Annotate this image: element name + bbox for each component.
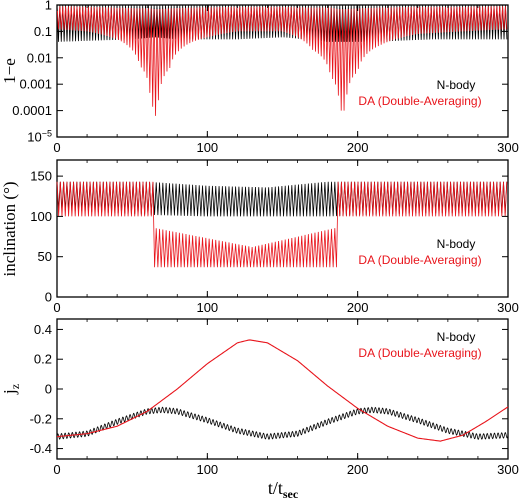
x-tick-label: 100 [196,300,218,315]
series-da [56,6,508,116]
plot-frame [56,159,509,298]
y-tick-label: 100 [30,209,52,224]
y-label-sub: z [8,384,22,389]
x-tick-label: 0 [53,462,60,477]
x-axis-label: t/tsec [268,478,299,501]
series-da [56,339,509,442]
x-tick-label: 300 [497,300,519,315]
x-tick-label: 200 [347,140,369,155]
y-tick-label: 0.01 [27,50,52,65]
x-tick-label: 100 [196,140,218,155]
x-tick-label: 0 [53,300,60,315]
y-tick-exponent: −5 [42,129,52,139]
y-tick-label: -0.2 [30,411,52,426]
legend-da: DA (Double-Averaging) [358,346,481,360]
series-nbody [56,406,509,440]
y-label-main: j [0,389,19,395]
x-tick-label: 300 [497,462,519,477]
x-label-sub: sec [283,487,299,501]
legend-nbody: N-body [437,330,476,344]
y-tick-label: 0 [45,290,52,305]
axis-ticks: 0 100 200 300 1 0.1 0.01 0.001 0.0001 10−5 [12,0,519,155]
y-axis-label: inclination (°) [0,181,19,276]
legend-nbody: N-body [437,237,476,251]
y-axis-label: 1−e [0,58,19,84]
x-tick-label: 300 [497,140,519,155]
y-tick-label: 150 [30,169,52,184]
y-tick-label: 50 [38,249,52,264]
x-tick-label: 0 [53,140,60,155]
panel-top: 0 100 200 300 1 0.1 0.01 0.001 0.0001 10−5 1−e N-… [0,0,519,155]
da-line [56,339,509,442]
y-tick-label: 0 [45,382,52,397]
y-tick-label: 10−5 [27,129,52,145]
legend-nbody: N-body [437,78,476,92]
y-tick-label: 1 [45,0,52,13]
legend-da: DA (Double-Averaging) [358,94,481,108]
da-line [56,181,508,268]
panel-middle: 0 100 200 300 0 50 100 150 inclination (°) N-bo… [0,159,519,315]
y-tick-label: -0.4 [30,441,52,456]
axis-ticks: 0 100 200 300 0.4 0.2 0 -0.2 -0.4 [30,319,519,477]
y-tick-label: 0.0001 [12,103,52,118]
y-axis-label: jz [0,384,22,395]
axis-ticks: 0 100 200 300 0 50 100 150 [30,160,519,315]
y-tick-label: 0.001 [19,77,52,92]
x-tick-label: 200 [347,300,369,315]
y-tick-label: 0.4 [34,322,52,337]
y-tick-label: 0.2 [34,352,52,367]
da-line [56,6,508,116]
y-tick-label: 0.1 [34,24,52,39]
series-da [56,181,508,268]
x-tick-label: 200 [347,462,369,477]
legend-da: DA (Double-Averaging) [358,253,481,267]
nbody-line [56,406,509,440]
x-label-main: t/t [268,478,283,498]
panel-bottom: 0 100 200 300 0.4 0.2 0 -0.2 -0.4 jz N-body DA (… [0,318,519,477]
x-tick-label: 100 [196,462,218,477]
